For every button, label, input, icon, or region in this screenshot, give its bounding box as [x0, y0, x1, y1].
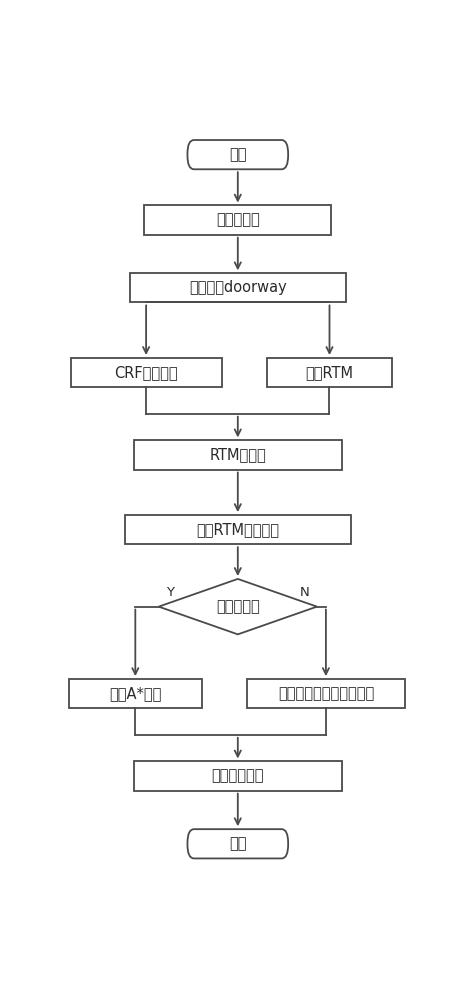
Bar: [133, 440, 341, 470]
Bar: [133, 761, 341, 791]
Bar: [124, 515, 350, 544]
Bar: [144, 205, 331, 235]
Text: 获得最终路径: 获得最终路径: [211, 769, 263, 784]
FancyBboxPatch shape: [187, 829, 288, 858]
Text: Y: Y: [166, 586, 174, 599]
Text: 地图预处理: 地图预处理: [215, 213, 259, 228]
Text: 开始: 开始: [229, 147, 246, 162]
Text: 提取区域doorway: 提取区域doorway: [188, 280, 286, 295]
Text: 求取RTM最短路径: 求取RTM最短路径: [196, 522, 279, 537]
Text: 使用广义沃罗诺伊图路径: 使用广义沃罗诺伊图路径: [277, 686, 373, 701]
Text: 路在房间内: 路在房间内: [215, 599, 259, 614]
Polygon shape: [158, 579, 316, 634]
Bar: [266, 358, 392, 387]
Bar: [69, 679, 201, 708]
Text: CRF语义推断: CRF语义推断: [114, 365, 177, 380]
Text: 结束: 结束: [229, 836, 246, 851]
FancyBboxPatch shape: [187, 140, 288, 169]
Text: 生成RTM: 生成RTM: [305, 365, 353, 380]
Bar: [246, 679, 404, 708]
Bar: [70, 358, 221, 387]
Text: RTM边分类: RTM边分类: [209, 447, 266, 462]
Bar: [130, 273, 345, 302]
Text: 使用A*路径: 使用A*路径: [109, 686, 161, 701]
Text: N: N: [299, 586, 309, 599]
